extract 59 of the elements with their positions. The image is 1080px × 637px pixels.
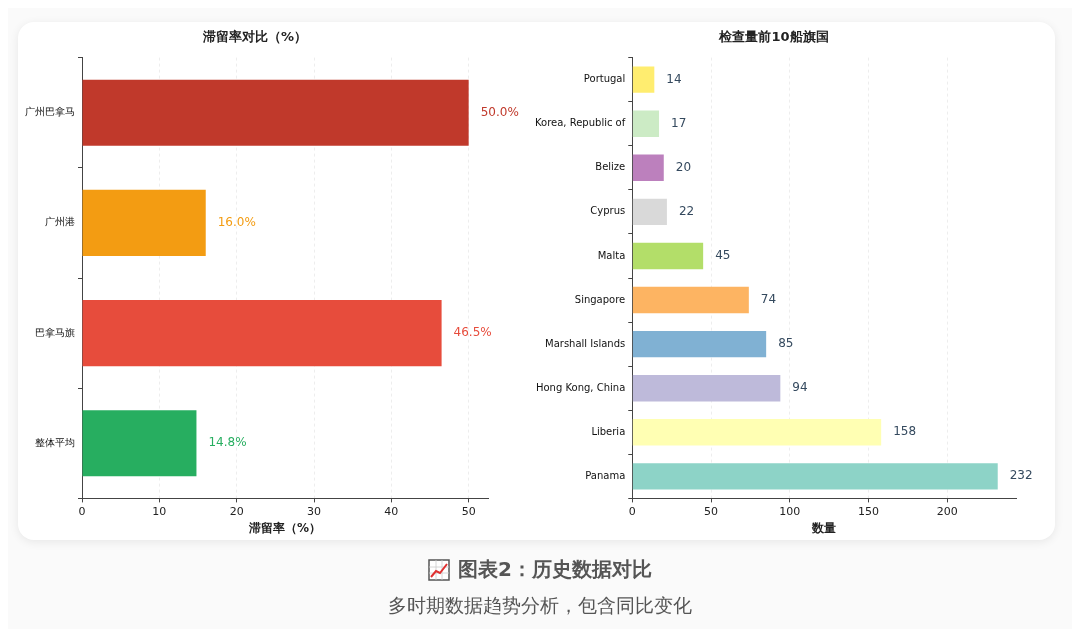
data-label: 232 (1009, 468, 1033, 483)
data-label: 85 (778, 336, 794, 351)
bar (632, 330, 767, 358)
x-tick-label: 150 (858, 504, 880, 518)
y-tick-label: 整体平均 (35, 436, 75, 448)
y-tick-label: 巴拿马旗 (35, 326, 75, 338)
y-tick-label: Liberia (591, 425, 626, 437)
bar (632, 66, 655, 93)
x-axis-title: 数量 (811, 520, 837, 535)
bar (632, 286, 749, 314)
data-label: 158 (893, 424, 917, 439)
y-tick-label: 广州港 (45, 216, 75, 228)
y-tick-label: Cyprus (590, 205, 626, 217)
bar (632, 463, 998, 490)
data-label: 20 (675, 159, 692, 174)
bar (82, 189, 206, 256)
chart-title: 检查量前10船旗国 (718, 29, 829, 45)
x-tick-label: 100 (779, 504, 801, 518)
data-label: 45 (715, 248, 731, 263)
x-tick-label: 200 (936, 504, 958, 518)
data-label: 22 (678, 204, 695, 219)
data-label: 17 (671, 115, 687, 130)
bar (632, 419, 882, 446)
data-label: 46.5% (453, 325, 492, 340)
x-tick-label: 50 (704, 504, 719, 518)
bar (632, 198, 667, 226)
x-axis-title: 滞留率（%） (247, 520, 322, 535)
x-tick-label: 20 (229, 504, 244, 518)
y-tick-label: Panama (585, 469, 626, 481)
bar (632, 154, 664, 182)
x-tick-label: 50 (461, 504, 476, 518)
bar (632, 374, 781, 402)
chart-title: 滞留率对比（%） (201, 29, 308, 45)
text: 多时期数据趋势分析，包含同比变化 (387, 593, 693, 618)
x-tick-label: 0 (628, 504, 636, 518)
y-tick-label: 广州巴拿马 (25, 106, 75, 118)
x-tick-label: 10 (152, 504, 167, 518)
x-tick-label: 0 (78, 504, 86, 518)
x-tick-label: 30 (307, 504, 321, 518)
x-tick-label: 40 (384, 504, 399, 518)
data-label: 94 (792, 380, 808, 395)
data-label: 14.8% (208, 435, 247, 450)
bar (632, 110, 660, 137)
data-label: 50.0% (480, 104, 519, 119)
text: 图表2：历史数据对比 (458, 556, 652, 583)
bar (82, 410, 197, 477)
data-label: 16.0% (217, 215, 256, 230)
y-tick-label: Malta (597, 249, 626, 261)
y-tick-label: Portugal (583, 73, 626, 85)
y-tick-label: Korea, Republic of (535, 117, 626, 129)
bar (632, 242, 704, 270)
y-tick-label: Singapore (574, 293, 626, 305)
y-tick-label: Belize (595, 161, 626, 173)
y-tick-label: Marshall Islands (545, 337, 626, 349)
y-tick-label: Hong Kong, China (535, 381, 626, 393)
data-label: 74 (760, 292, 777, 307)
bar (82, 300, 442, 367)
data-label: 14 (666, 71, 682, 86)
bar (82, 79, 469, 146)
